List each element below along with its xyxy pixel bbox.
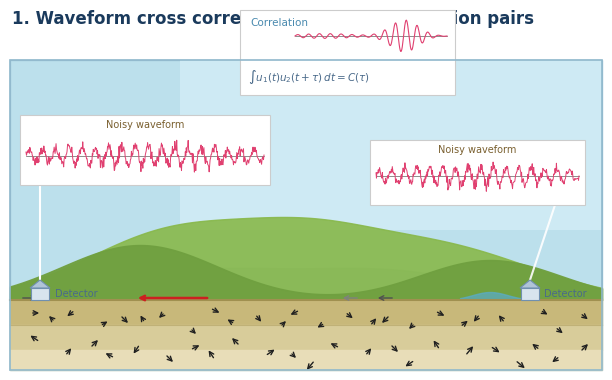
Text: Detector: Detector xyxy=(55,289,98,299)
Bar xyxy=(20,115,270,185)
Bar xyxy=(521,288,539,300)
Bar xyxy=(180,60,602,230)
Polygon shape xyxy=(520,280,540,288)
Text: $\int u_1(t)u_2(t + \tau)\, dt = C(\tau)$: $\int u_1(t)u_2(t + \tau)\, dt = C(\tau)… xyxy=(248,68,370,86)
Text: 1. Waveform cross correlation between all station pairs: 1. Waveform cross correlation between al… xyxy=(12,10,534,28)
Text: Noisy waveform: Noisy waveform xyxy=(106,120,184,130)
Bar xyxy=(10,60,602,370)
Bar xyxy=(370,140,585,205)
Text: Correlation: Correlation xyxy=(250,18,308,28)
Text: Noisy waveform: Noisy waveform xyxy=(438,145,517,155)
Bar xyxy=(10,60,602,370)
Polygon shape xyxy=(30,280,50,288)
Bar xyxy=(240,10,455,95)
Bar xyxy=(31,288,49,300)
Text: Detector: Detector xyxy=(544,289,587,299)
